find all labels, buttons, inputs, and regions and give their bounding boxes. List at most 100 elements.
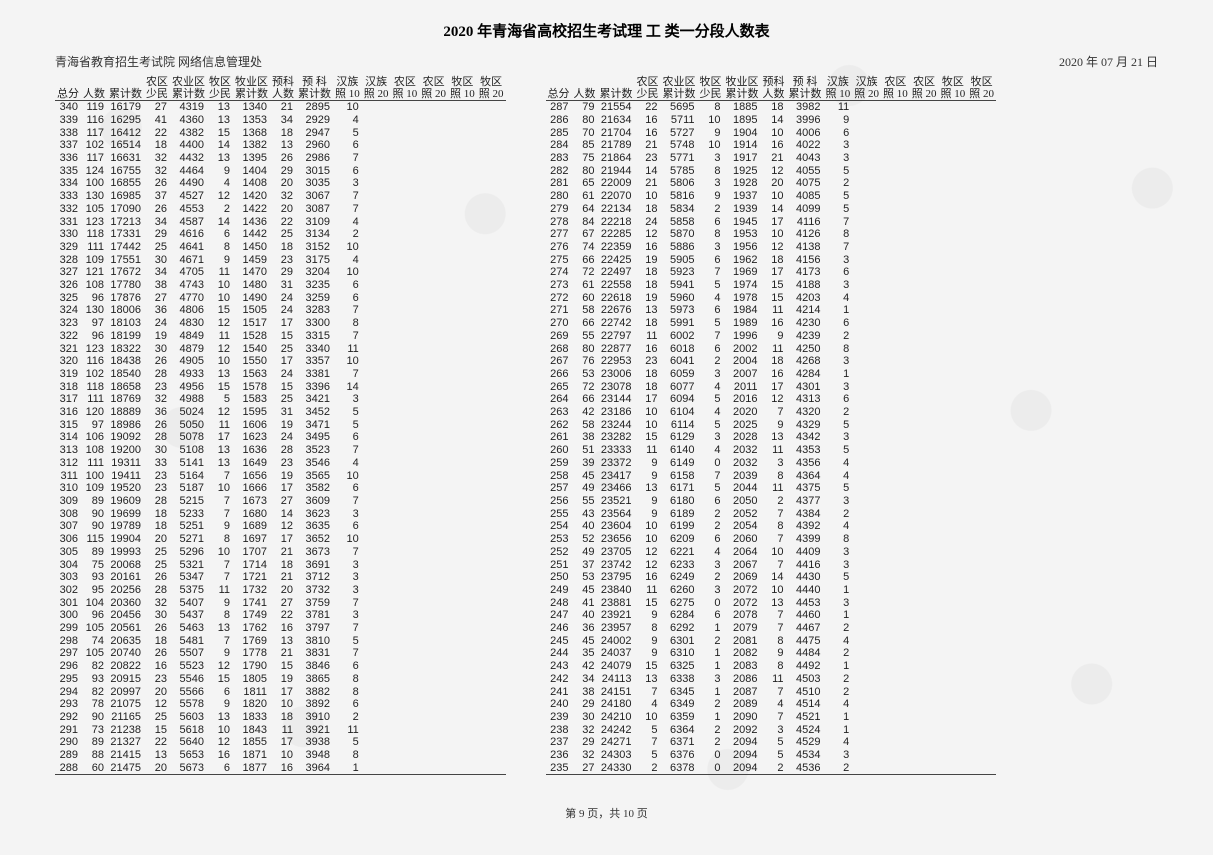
table-cell: 28 (144, 431, 170, 444)
table-cell (362, 317, 391, 330)
table-cell: 1623 (233, 431, 270, 444)
table-cell: 6364 (661, 724, 698, 737)
table-cell: 6275 (661, 597, 698, 610)
table-cell: 43 (572, 508, 598, 521)
table-cell: 22425 (598, 254, 635, 267)
table-cell: 2028 (724, 431, 761, 444)
table-row: 30295202562853751117322037323 (55, 584, 506, 597)
table-cell: 30 (572, 711, 598, 724)
table-cell: 16 (635, 241, 661, 254)
table-cell: 10 (761, 546, 787, 559)
table-cell (391, 101, 420, 114)
table-cell (910, 304, 939, 317)
table-cell: 5187 (170, 482, 207, 495)
table-cell (391, 152, 420, 165)
table-cell: 23921 (598, 609, 635, 622)
table-cell: 2 (333, 228, 362, 241)
table-cell: 88 (81, 749, 107, 762)
table-cell (852, 749, 881, 762)
table-cell: 16 (635, 571, 661, 584)
table-cell: 10 (333, 470, 362, 483)
page-container: 2020 年青海省高校招生考试理 工 类一分段人数表 青海省教育招生考试院 网络… (0, 0, 1213, 831)
table-cell (362, 597, 391, 610)
table-cell (967, 736, 996, 749)
table-cell (967, 101, 996, 114)
table-cell: 25 (144, 546, 170, 559)
table-cell: 20 (144, 533, 170, 546)
table-cell: 242 (546, 673, 572, 686)
table-cell: 3 (761, 724, 787, 737)
table-cell: 2072 (724, 584, 761, 597)
table-cell (852, 101, 881, 114)
table-cell (967, 190, 996, 203)
table-cell: 1996 (724, 330, 761, 343)
table-cell (881, 368, 910, 381)
table-cell: 6 (698, 343, 724, 356)
column-header: 累计数 (107, 76, 144, 101)
table-cell: 21 (761, 152, 787, 165)
table-cell: 25 (270, 228, 296, 241)
table-cell: 4214 (787, 304, 824, 317)
table-cell: 23 (635, 152, 661, 165)
table-cell: 3882 (296, 686, 333, 699)
table-cell: 1928 (724, 177, 761, 190)
table-cell: 307 (55, 520, 81, 533)
table-cell: 5566 (170, 686, 207, 699)
table-cell: 24079 (598, 660, 635, 673)
table-cell (967, 203, 996, 216)
table-cell (391, 114, 420, 127)
table-cell: 7 (333, 546, 362, 559)
table-cell: 38 (572, 431, 598, 444)
table-cell (391, 241, 420, 254)
table-cell: 3 (824, 254, 853, 267)
table-cell (939, 216, 968, 229)
table-cell: 120 (81, 406, 107, 419)
table-cell: 10 (333, 355, 362, 368)
table-cell: 24271 (598, 736, 635, 749)
table-cell (477, 546, 506, 559)
table-cell: 41 (572, 597, 598, 610)
table-cell: 4524 (787, 724, 824, 737)
table-cell: 6359 (661, 711, 698, 724)
table-cell (967, 724, 996, 737)
table-cell (391, 216, 420, 229)
table-cell: 23742 (598, 559, 635, 572)
table-cell: 2 (698, 203, 724, 216)
table-row: 3211231832230487912154025334011 (55, 343, 506, 356)
table-cell (419, 736, 448, 749)
table-cell: 24330 (598, 762, 635, 775)
table-cell: 6 (824, 393, 853, 406)
table-cell: 18 (270, 127, 296, 140)
table-cell: 20 (270, 584, 296, 597)
table-cell: 18006 (107, 304, 144, 317)
table-cell: 96 (81, 292, 107, 305)
table-cell: 3283 (296, 304, 333, 317)
table-cell: 13 (144, 749, 170, 762)
table-cell: 6149 (661, 457, 698, 470)
table-cell (881, 139, 910, 152)
table-cell (448, 292, 477, 305)
table-cell (852, 520, 881, 533)
table-cell (910, 482, 939, 495)
table-cell: 130 (81, 190, 107, 203)
table-cell (477, 304, 506, 317)
table-cell: 1871 (233, 749, 270, 762)
table-cell (391, 584, 420, 597)
table-cell (967, 673, 996, 686)
table-cell (967, 228, 996, 241)
table-cell (448, 520, 477, 533)
table-cell (477, 508, 506, 521)
table-cell: 2007 (724, 368, 761, 381)
table-cell: 97 (81, 317, 107, 330)
table-cell: 6 (698, 533, 724, 546)
table-cell (391, 533, 420, 546)
table-cell: 11 (207, 584, 233, 597)
table-cell: 4 (698, 292, 724, 305)
table-cell: 272 (546, 292, 572, 305)
table-cell (881, 165, 910, 178)
table-cell (419, 520, 448, 533)
table-cell: 8 (698, 228, 724, 241)
table-cell (910, 419, 939, 432)
table-cell: 22009 (598, 177, 635, 190)
table-cell: 6 (333, 660, 362, 673)
